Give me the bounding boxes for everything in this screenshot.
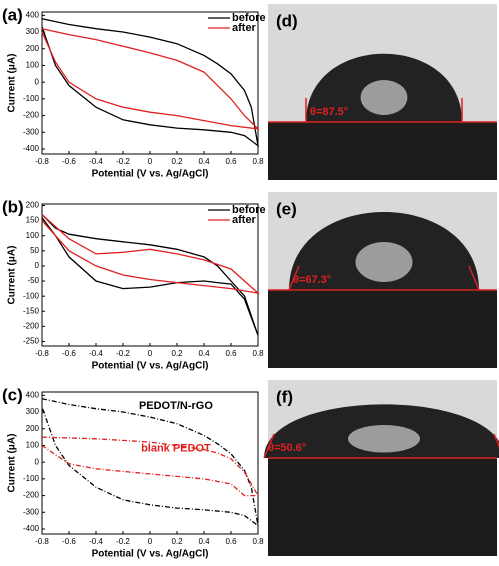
x-tick-label: -0.8 (35, 157, 49, 166)
y-tick-label: 0 (35, 261, 40, 270)
y-axis-label: Current (μA) (7, 434, 18, 493)
x-tick-label: 0.6 (225, 537, 237, 546)
panel-label: (b) (2, 197, 24, 216)
y-tick-label: -100 (23, 291, 40, 300)
tangent-right (468, 265, 480, 291)
y-tick-label: -200 (23, 491, 40, 500)
y-tick-label: -400 (23, 144, 40, 153)
cv-curve (41, 214, 259, 336)
y-tick-label: 100 (26, 61, 40, 70)
contact-angle: θ=50.6° (268, 442, 306, 454)
photo-label: (d) (276, 11, 298, 30)
cv-curve (41, 18, 259, 148)
x-tick-label: -0.4 (89, 349, 103, 358)
plot-frame (41, 11, 259, 155)
panel-label: (a) (2, 5, 23, 24)
y-tick-label: 300 (26, 27, 40, 36)
panel-label: (c) (2, 385, 23, 404)
photo-label: (f) (276, 387, 293, 406)
x-tick-label: 0.2 (171, 537, 183, 546)
x-tick-label: 0.6 (225, 157, 237, 166)
x-axis-label: Potential (V vs. Ag/AgCl) (92, 549, 209, 560)
y-tick-label: -200 (23, 321, 40, 330)
x-tick-label: 0 (148, 537, 153, 546)
y-tick-label: 300 (26, 407, 40, 416)
y-axis-label: Current (μA) (7, 246, 18, 305)
legend-label: after (232, 22, 257, 34)
annotation: blank PEDOT (141, 443, 211, 455)
droplet-highlight (355, 242, 413, 282)
photo-surface (268, 290, 497, 368)
x-tick-label: 0.4 (198, 157, 210, 166)
x-tick-label: -0.2 (116, 157, 130, 166)
x-axis-label: Potential (V vs. Ag/AgCl) (92, 361, 209, 372)
droplet-highlight (360, 80, 408, 115)
x-tick-label: -0.2 (116, 349, 130, 358)
y-tick-label: 0 (35, 457, 40, 466)
y-tick-label: 200 (26, 44, 40, 53)
y-tick-label: 400 (26, 390, 40, 399)
x-tick-label: -0.8 (35, 537, 49, 546)
photo-surface (268, 122, 497, 180)
x-tick-label: -0.6 (62, 537, 76, 546)
y-tick-label: -400 (23, 524, 40, 533)
annotation: PEDOT/N-rGO (139, 400, 213, 412)
x-tick-label: -0.6 (62, 349, 76, 358)
legend-label: before (232, 204, 266, 216)
tangent-left (263, 433, 275, 459)
x-tick-label: 0.6 (225, 349, 237, 358)
x-tick-label: -0.6 (62, 157, 76, 166)
droplet-highlight (348, 425, 420, 453)
legend-label: before (232, 12, 266, 24)
cv-curve (41, 398, 259, 528)
tangent-left (288, 265, 300, 291)
x-tick-label: 0.4 (198, 537, 210, 546)
y-tick-label: 200 (26, 424, 40, 433)
y-tick-label: -50 (27, 276, 39, 285)
y-tick-label: 200 (26, 201, 40, 210)
x-tick-label: -0.4 (89, 537, 103, 546)
x-tick-label: 0.2 (171, 349, 183, 358)
y-tick-label: -250 (23, 337, 40, 346)
x-tick-label: 0.8 (252, 157, 264, 166)
y-tick-label: -150 (23, 306, 40, 315)
x-axis-label: Potential (V vs. Ag/AgCl) (92, 169, 209, 180)
y-tick-label: -100 (23, 94, 40, 103)
x-tick-label: 0 (148, 157, 153, 166)
x-tick-label: 0.8 (252, 349, 264, 358)
y-tick-label: 150 (26, 216, 40, 225)
legend-label: after (232, 214, 257, 226)
x-tick-label: 0 (148, 349, 153, 358)
contact-angle: θ=67.3° (293, 274, 331, 286)
y-tick-label: 0 (35, 77, 40, 86)
cv-curve (41, 436, 260, 497)
y-tick-label: -300 (23, 507, 40, 516)
cv-curve (41, 214, 261, 295)
y-tick-label: -200 (23, 111, 40, 120)
tangent-right (493, 433, 499, 448)
plot-frame (41, 391, 259, 535)
contact-angle: θ=87.5° (310, 106, 348, 118)
photo-surface (268, 458, 497, 556)
x-tick-label: -0.8 (35, 349, 49, 358)
x-tick-label: 0.8 (252, 537, 264, 546)
cv-curve (41, 28, 260, 130)
y-tick-label: 100 (26, 441, 40, 450)
y-tick-label: -300 (23, 127, 40, 136)
photo-label: (e) (276, 199, 297, 218)
y-tick-label: 400 (26, 10, 40, 19)
y-axis-label: Current (μA) (7, 54, 18, 113)
y-tick-label: 50 (30, 246, 39, 255)
y-tick-label: -100 (23, 474, 40, 483)
x-tick-label: 0.2 (171, 157, 183, 166)
y-tick-label: 100 (26, 231, 40, 240)
x-tick-label: 0.4 (198, 349, 210, 358)
x-tick-label: -0.4 (89, 157, 103, 166)
x-tick-label: -0.2 (116, 537, 130, 546)
